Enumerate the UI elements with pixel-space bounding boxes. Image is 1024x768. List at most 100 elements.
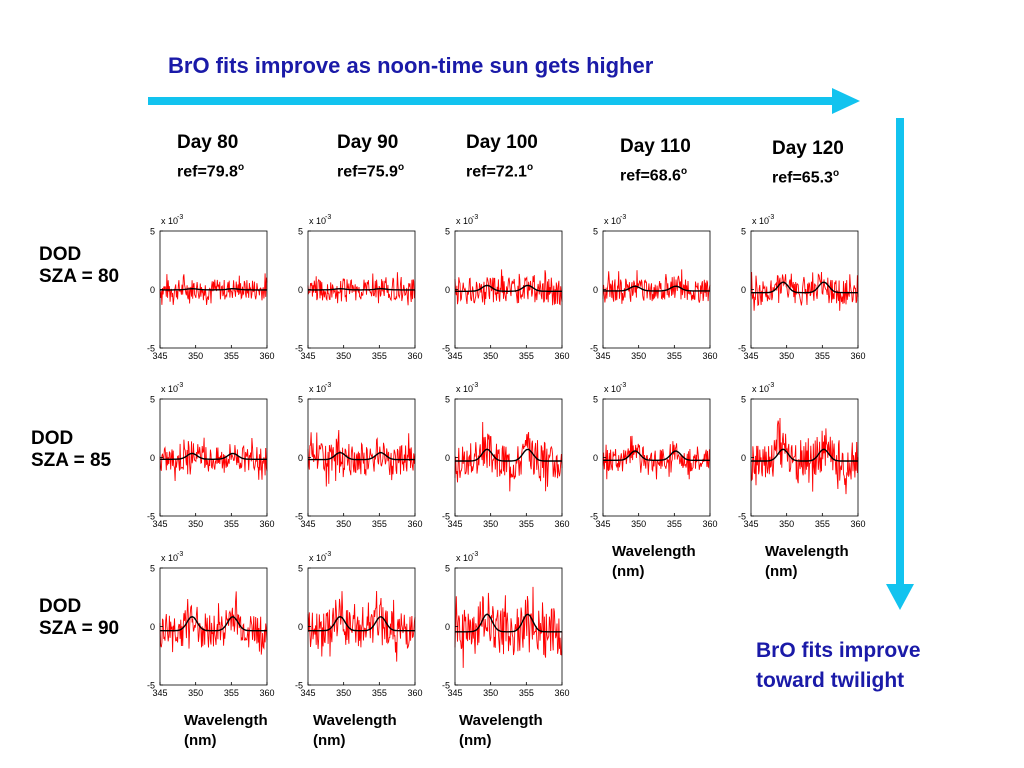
fit-residual-line xyxy=(159,273,268,306)
bro-model-line xyxy=(603,285,710,292)
fit-residual-line xyxy=(750,417,859,495)
y-exponent-label: -3 xyxy=(472,551,478,558)
y-multiplier-label: x 10 xyxy=(456,553,473,563)
bro-model-line xyxy=(751,281,858,294)
xlabel-90: Wavelength (nm) xyxy=(313,711,397,751)
ref-label: ref=65.3o xyxy=(772,168,844,187)
x-tick-label: 345 xyxy=(595,519,610,529)
fit-residual-line xyxy=(454,586,563,668)
plot-panel: -5 0 5 345 350 355 360 x 10-3 xyxy=(295,551,423,698)
y-tick-label: 0 xyxy=(298,285,303,295)
x-tick-label: 345 xyxy=(447,519,462,529)
xlabel-line2: (nm) xyxy=(184,732,217,749)
day-label: Day 90 xyxy=(337,132,399,153)
fit-residual-line xyxy=(307,590,416,662)
bro-model-line xyxy=(751,448,858,462)
y-tick-label: 0 xyxy=(298,453,303,463)
plot-panel: -5 0 5 345 350 355 360 x 10-3 xyxy=(295,382,423,529)
y-tick-label: -5 xyxy=(442,344,450,354)
y-exponent-label: -3 xyxy=(177,551,183,558)
y-exponent-label: -3 xyxy=(768,382,774,389)
y-tick-label: -5 xyxy=(442,512,450,522)
y-tick-label: -5 xyxy=(738,512,746,522)
x-tick-label: 360 xyxy=(259,519,274,529)
y-tick-label: 0 xyxy=(445,622,450,632)
x-tick-label: 345 xyxy=(447,688,462,698)
x-tick-label: 355 xyxy=(519,519,534,529)
xlabel-line2: (nm) xyxy=(459,732,492,749)
x-tick-label: 345 xyxy=(300,351,315,361)
x-tick-label: 345 xyxy=(447,351,462,361)
y-multiplier-label: x 10 xyxy=(604,216,621,226)
y-multiplier-label: x 10 xyxy=(161,553,178,563)
x-tick-label: 345 xyxy=(152,519,167,529)
bro-model-line xyxy=(603,450,710,461)
y-exponent-label: -3 xyxy=(620,382,626,389)
headline-side-line2: toward twilight xyxy=(756,669,905,692)
x-tick-label: 350 xyxy=(779,351,794,361)
fit-residual-line xyxy=(750,271,859,311)
x-tick-label: 345 xyxy=(300,519,315,529)
y-tick-label: 0 xyxy=(150,453,155,463)
fit-residual-line xyxy=(307,272,416,306)
plot-panel: -5 0 5 345 350 355 360 x 10-3 xyxy=(147,551,275,698)
y-multiplier-label: x 10 xyxy=(752,384,769,394)
x-tick-label: 360 xyxy=(554,519,569,529)
y-exponent-label: -3 xyxy=(325,551,331,558)
y-multiplier-label: x 10 xyxy=(752,216,769,226)
column-header-110: Day 110 ref=68.6o xyxy=(620,136,691,185)
y-exponent-label: -3 xyxy=(325,382,331,389)
x-tick-label: 345 xyxy=(152,351,167,361)
x-tick-label: 360 xyxy=(554,688,569,698)
column-header-80: Day 80 ref=79.8o xyxy=(177,132,244,181)
x-tick-label: 350 xyxy=(483,688,498,698)
y-tick-label: 5 xyxy=(445,564,450,574)
x-tick-label: 350 xyxy=(188,688,203,698)
y-tick-label: -5 xyxy=(295,344,303,354)
fit-residual-line xyxy=(602,435,710,480)
x-tick-label: 360 xyxy=(554,351,569,361)
y-tick-label: -5 xyxy=(295,512,303,522)
y-tick-label: 5 xyxy=(445,227,450,237)
plot-panel: -5 0 5 345 350 355 360 x 10-3 xyxy=(590,214,718,361)
y-tick-label: 0 xyxy=(445,285,450,295)
y-multiplier-label: x 10 xyxy=(309,216,326,226)
row-line1: DOD xyxy=(31,428,74,449)
bro-model-line xyxy=(455,448,562,462)
y-tick-label: 0 xyxy=(298,622,303,632)
xlabel-line1: Wavelength xyxy=(612,543,696,560)
row-line2: SZA = 90 xyxy=(39,618,120,639)
y-tick-label: -5 xyxy=(147,512,155,522)
y-multiplier-label: x 10 xyxy=(161,216,178,226)
xlabel-line2: (nm) xyxy=(313,732,346,749)
bro-model-line xyxy=(160,287,267,291)
y-tick-label: 5 xyxy=(741,395,746,405)
ref-label: ref=72.1o xyxy=(466,162,538,181)
y-tick-label: 0 xyxy=(593,453,598,463)
xlabel-line1: Wavelength xyxy=(765,543,849,560)
x-tick-label: 345 xyxy=(743,519,758,529)
x-tick-label: 360 xyxy=(407,688,422,698)
bro-model-line xyxy=(308,451,415,461)
x-tick-label: 355 xyxy=(224,519,239,529)
ref-value: ref=75.9 xyxy=(337,163,398,181)
x-tick-label: 360 xyxy=(407,351,422,361)
day-label: Day 100 xyxy=(466,132,538,153)
y-tick-label: 5 xyxy=(298,227,303,237)
x-tick-label: 355 xyxy=(372,688,387,698)
headline-top: BrO fits improve as noon-time sun gets h… xyxy=(168,53,654,78)
y-multiplier-label: x 10 xyxy=(309,553,326,563)
degree-sup: o xyxy=(680,166,688,177)
x-tick-label: 350 xyxy=(188,519,203,529)
plot-panel: -5 0 5 345 350 355 360 x 10-3 xyxy=(442,382,570,529)
y-exponent-label: -3 xyxy=(177,382,183,389)
plot-panel: -5 0 5 345 350 355 360 x 10-3 xyxy=(295,214,423,361)
xlabel-120: Wavelength (nm) xyxy=(765,542,849,582)
fit-residual-line xyxy=(159,591,268,655)
bro-model-line xyxy=(308,287,415,291)
y-tick-label: 0 xyxy=(593,285,598,295)
xlabel-80: Wavelength (nm) xyxy=(184,711,268,751)
fit-residual-line xyxy=(307,429,416,487)
y-tick-label: 0 xyxy=(150,285,155,295)
